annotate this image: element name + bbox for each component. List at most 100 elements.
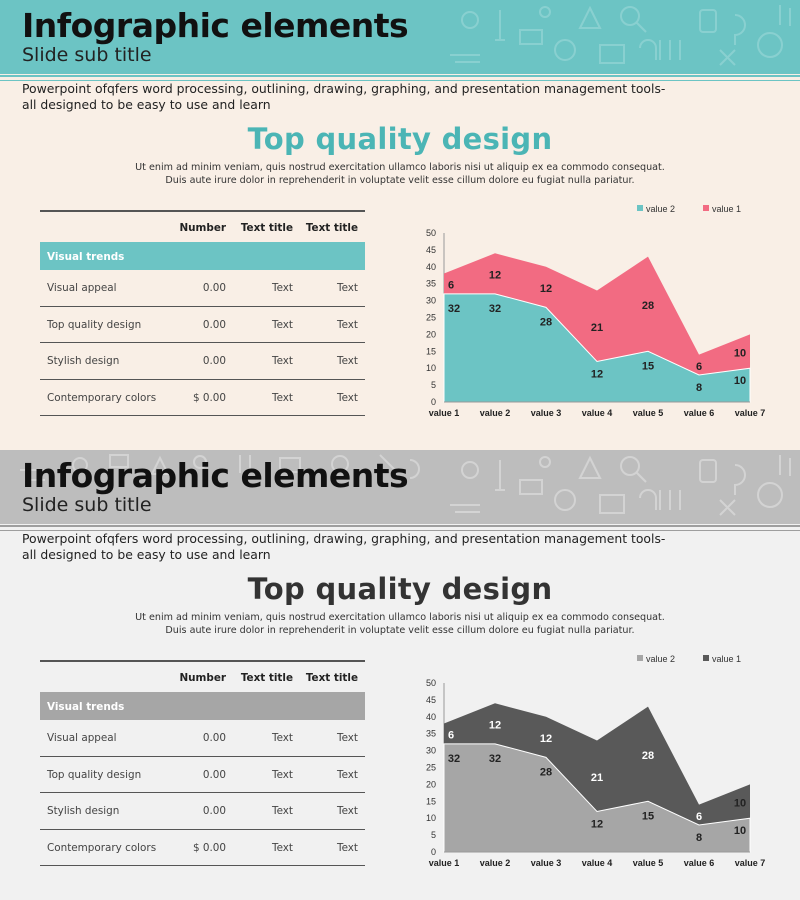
row-label: Contemporary colors [47, 391, 157, 404]
data-label-value-2: 10 [734, 825, 746, 837]
table-row: Visual appeal 0.00 Text Text [40, 270, 365, 307]
table-band: Visual trends [40, 242, 365, 270]
data-label-value-2: 32 [489, 303, 501, 315]
y-tick-label: 0 [431, 397, 436, 407]
cell-text: Text [271, 282, 293, 294]
y-tick-label: 15 [426, 346, 436, 356]
data-label-value-2: 28 [540, 316, 552, 328]
cell-text: Text [271, 805, 293, 817]
slide-gray: Infographic elements Slide sub title Pow… [0, 450, 800, 900]
row-label: Top quality design [47, 768, 142, 781]
body-line: Ut enim ad minim veniam, quis nostrud ex… [135, 612, 665, 623]
data-label-value-1: 28 [642, 300, 654, 312]
data-label-value-2: 8 [696, 832, 702, 844]
cell-text: Text [271, 355, 293, 367]
y-tick-label: 0 [431, 847, 436, 857]
section-heading: Top quality design [247, 572, 553, 606]
y-tick-label: 5 [431, 830, 436, 840]
x-tick-label: value 7 [735, 408, 766, 418]
cell-number: 0.00 [202, 318, 226, 331]
cell-text: Text [336, 391, 358, 404]
x-tick-label: value 1 [429, 858, 460, 868]
cell-text: Text [271, 318, 293, 331]
series-area-value-1 [444, 253, 750, 375]
table-row: Visual appeal 0.00 Text Text [40, 720, 365, 757]
y-tick-label: 10 [426, 363, 436, 373]
header-banner: Infographic elements Slide sub title [0, 0, 800, 74]
y-tick-label: 45 [426, 245, 436, 255]
science-pattern [450, 5, 791, 66]
cell-number: 0.00 [202, 732, 226, 744]
y-tick-label: 50 [426, 228, 436, 238]
table-header: Number Text title Text title [40, 212, 365, 242]
y-tick-label: 45 [426, 695, 436, 705]
cell-text: Text [336, 282, 358, 294]
data-label-value-1: 21 [591, 772, 603, 784]
stacked-area-chart: 0 5 10 15 20 25 30 35 40 45 50 value 1 value 2 value … [426, 204, 766, 418]
x-tick-label: value 7 [735, 858, 766, 868]
cell-text: Text [271, 768, 293, 781]
cell-text: Text [271, 841, 293, 854]
x-tick-label: value 2 [480, 858, 511, 868]
row-label: Visual appeal [47, 732, 117, 744]
table-row: Contemporary colors $ 0.00 Text Text [40, 830, 365, 866]
data-table: Number Text title Text title Visual tren… [40, 210, 365, 416]
data-label-value-1: 21 [591, 322, 603, 334]
intro-text: Powerpoint ofqfers word processing, outl… [22, 531, 666, 562]
divider-line [0, 80, 800, 81]
column-header: Number [179, 222, 226, 234]
row-label: Stylish design [47, 355, 120, 367]
data-label-value-1: 10 [734, 347, 746, 359]
body-text: Ut enim ad minim veniam, quis nostrud ex… [0, 611, 800, 637]
slide-title: Infographic elements [22, 456, 409, 495]
table-top-rule [40, 210, 365, 212]
table-row: Stylish design 0.00 Text Text [40, 793, 365, 830]
data-label-value-1: 12 [489, 720, 501, 732]
x-tick-label: value 4 [582, 408, 613, 418]
row-label: Top quality design [47, 318, 142, 331]
header-banner: Infographic elements Slide sub title [0, 450, 800, 524]
y-tick-label: 25 [426, 763, 436, 773]
table-header: Number Text title Text title [40, 662, 365, 692]
data-label-value-2: 32 [448, 303, 460, 315]
table-row: Top quality design 0.00 Text Text [40, 757, 365, 793]
cell-text: Text [336, 805, 358, 817]
x-tick-label: value 1 [429, 408, 460, 418]
x-tick-label: value 2 [480, 408, 511, 418]
y-tick-label: 10 [426, 813, 436, 823]
y-tick-label: 40 [426, 712, 436, 722]
row-label: Stylish design [47, 805, 120, 817]
table-row: Stylish design 0.00 Text Text [40, 343, 365, 380]
y-tick-label: 30 [426, 296, 436, 306]
divider-line [0, 530, 800, 531]
cell-number: $ 0.00 [192, 391, 226, 404]
legend-swatch [637, 205, 643, 211]
y-tick-label: 25 [426, 313, 436, 323]
table-band: Visual trends [40, 692, 365, 720]
cell-text: Text [271, 732, 293, 744]
cell-text: Text [336, 768, 358, 781]
y-tick-label: 5 [431, 380, 436, 390]
data-label-value-1: 6 [696, 811, 702, 823]
table-row: Contemporary colors $ 0.00 Text Text [40, 380, 365, 416]
x-tick-label: value 6 [684, 858, 715, 868]
divider-line [0, 525, 800, 527]
slide-title: Infographic elements [22, 6, 409, 45]
y-tick-label: 30 [426, 746, 436, 756]
table-top-rule [40, 660, 365, 662]
cell-text: Text [336, 841, 358, 854]
legend-swatch [637, 655, 643, 661]
cell-number: 0.00 [202, 282, 226, 294]
y-tick-label: 40 [426, 262, 436, 272]
x-tick-label: value 3 [531, 858, 562, 868]
cell-number: $ 0.00 [192, 841, 226, 854]
legend-swatch [703, 655, 709, 661]
band-label: Visual trends [47, 701, 125, 713]
data-label-value-1: 6 [448, 280, 454, 292]
cell-number: 0.00 [202, 768, 226, 781]
data-label-value-1: 12 [489, 270, 501, 282]
body-line: Duis aute irure dolor in reprehenderit i… [165, 625, 635, 636]
slide-subtitle: Slide sub title [22, 44, 152, 66]
cell-text: Text [336, 318, 358, 331]
data-label-value-1: 6 [448, 730, 454, 742]
